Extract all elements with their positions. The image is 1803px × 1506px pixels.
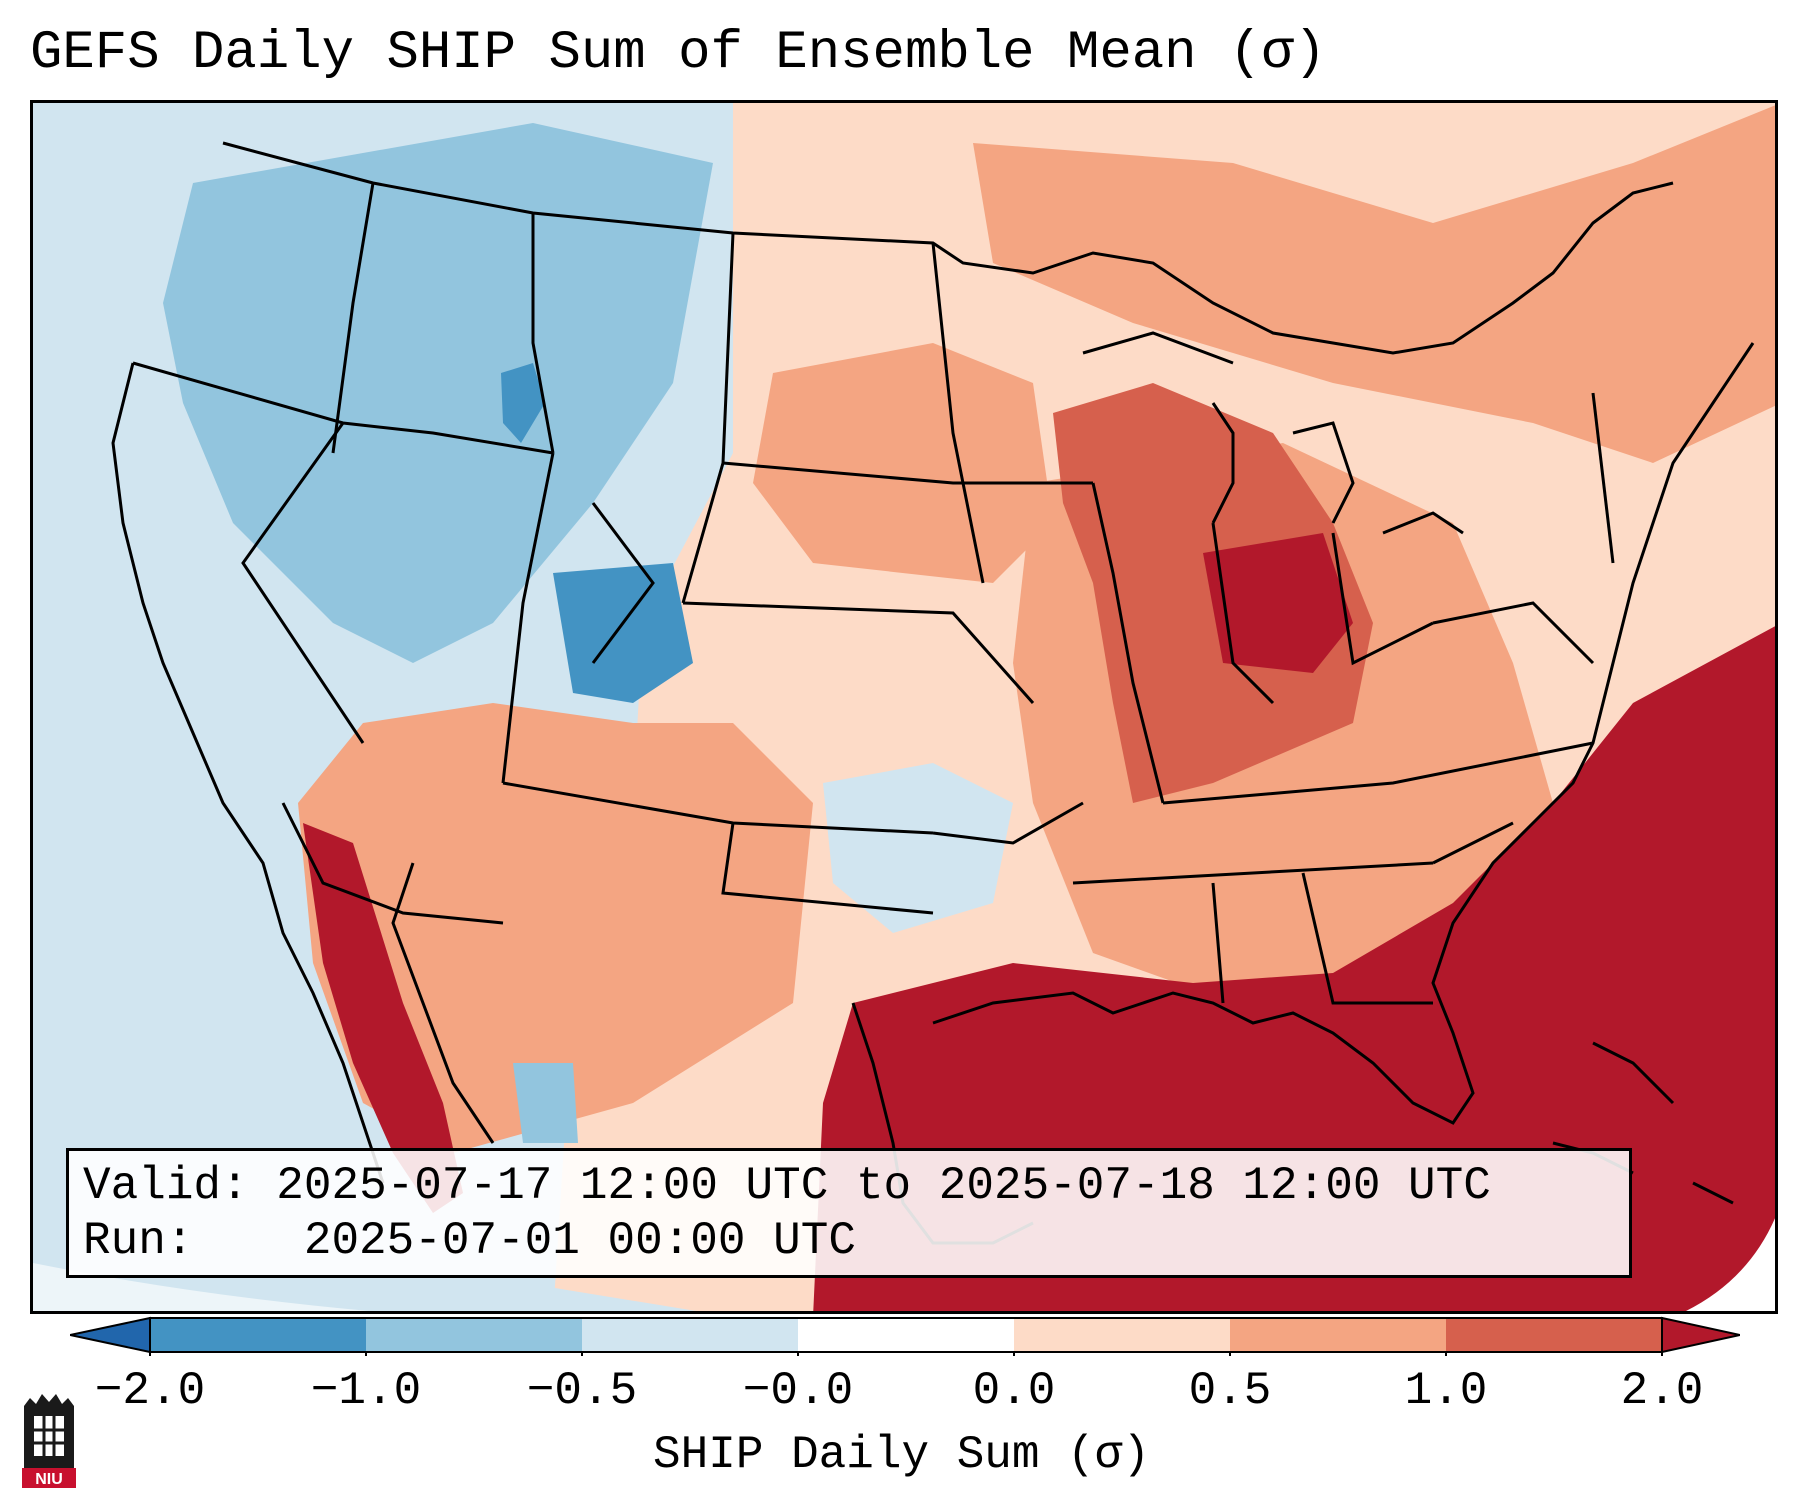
- colorbar-tick-label: 1.0: [1404, 1365, 1488, 1417]
- colorbar-tick-label: 0.0: [972, 1365, 1056, 1417]
- colorbar-bin-3: [582, 1318, 798, 1352]
- colorbar-tick-label: −2.0: [94, 1365, 206, 1417]
- niu-logo-icon: NIU: [22, 1394, 76, 1488]
- validity-info-box: Valid: 2025-07-17 12:00 UTC to 2025-07-1…: [66, 1148, 1632, 1278]
- colorbar-over-arrow: [1661, 1316, 1740, 1354]
- field-idaho-dark-blue: [501, 363, 545, 443]
- field-indiana-dark-red: [1203, 533, 1353, 673]
- projection-edge-bottom: [33, 1263, 370, 1311]
- colorbar-axis-label: SHIP Daily Sum (σ): [653, 1429, 1150, 1481]
- colorbar-bin-4: [798, 1318, 1014, 1352]
- colorbar-tick-label: −1.0: [310, 1365, 422, 1417]
- colorbar: [70, 1316, 1740, 1356]
- colorbar-outline: [149, 1317, 1663, 1353]
- projection-edge-right: [1685, 1218, 1775, 1311]
- map-title: GEFS Daily SHIP Sum of Ensemble Mean (σ): [30, 23, 1327, 84]
- run-value: 2025-07-01 00:00 UTC: [303, 1215, 856, 1267]
- field-mexico-blue-patch: [513, 1063, 578, 1143]
- colorbar-bin-1: [150, 1318, 366, 1352]
- map-panel: [30, 100, 1778, 1314]
- colorbar-bin-7: [1446, 1318, 1662, 1352]
- field-north-plains-salmon: [753, 343, 1053, 583]
- colorbar-bin-5: [1014, 1318, 1230, 1352]
- field-northeast-salmon: [973, 105, 1775, 463]
- colorbar-bin-2: [366, 1318, 582, 1352]
- colorbar-tick-label: −0.0: [742, 1365, 854, 1417]
- field-baja-dark-red: [303, 823, 463, 1213]
- valid-label: Valid:: [83, 1160, 249, 1212]
- svg-text:NIU: NIU: [35, 1471, 63, 1488]
- field-northwest-blue: [163, 123, 713, 663]
- colorbar-tick-label: 2.0: [1620, 1365, 1704, 1417]
- valid-value: 2025-07-17 12:00 UTC to 2025-07-18 12:00…: [276, 1160, 1491, 1212]
- colorbar-under-arrow: [70, 1316, 151, 1354]
- colorbar-tick-label: −0.5: [526, 1365, 638, 1417]
- state-borders: [132, 182, 1615, 1005]
- field-colorado-dark-blue: [553, 563, 693, 703]
- colorbar-tick-label: 0.5: [1188, 1365, 1272, 1417]
- map-canvas: [33, 103, 1775, 1311]
- colorbar-ticks: [149, 1352, 1663, 1356]
- field-gulf-atlantic-dark-red: [813, 626, 1775, 1311]
- colorbar-bin-6: [1230, 1318, 1446, 1352]
- field-texas-light-blue: [823, 763, 1013, 933]
- run-label: Run:: [83, 1215, 194, 1267]
